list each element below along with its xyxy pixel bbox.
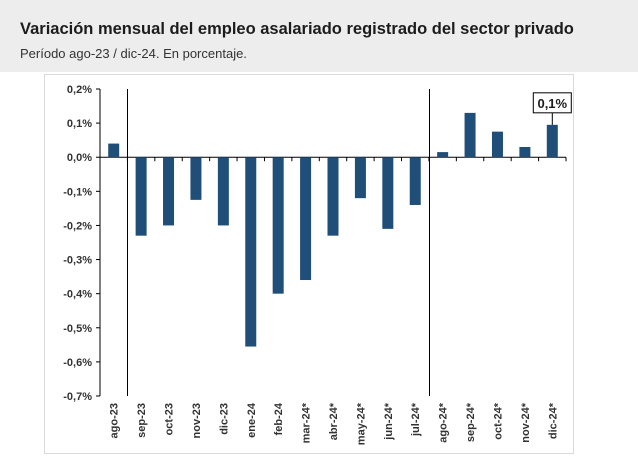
chart-title: Variación mensual del empleo asalariado … bbox=[20, 20, 574, 38]
bar-ene-24 bbox=[245, 157, 257, 347]
bar-dic-24-p bbox=[546, 124, 558, 158]
bar-nov-23 bbox=[190, 157, 202, 200]
y-tick-label: -0,1% bbox=[63, 186, 92, 198]
x-tick-label: dic-24* bbox=[547, 402, 559, 439]
x-tick-label: mar-24* bbox=[301, 402, 313, 443]
x-tick-label: oct-24* bbox=[492, 402, 504, 439]
bar-mar-24-p bbox=[300, 157, 312, 281]
x-tick-label: nov-24* bbox=[520, 402, 532, 442]
callout-box bbox=[532, 92, 572, 114]
bar-nov-24-p bbox=[519, 146, 531, 158]
y-tick-label: -0,4% bbox=[63, 289, 92, 301]
bar-ago-23 bbox=[108, 143, 120, 158]
bar-abr-24-p bbox=[327, 157, 339, 236]
bar-jul-24-p bbox=[409, 157, 421, 205]
bar-jun-24-p bbox=[382, 157, 394, 229]
x-tick-label: ago-23 bbox=[109, 403, 121, 438]
x-tick-label: ene-24 bbox=[246, 402, 258, 438]
bar-sep-24-p bbox=[464, 112, 476, 158]
y-tick-label: -0,5% bbox=[63, 323, 92, 335]
x-tick-label: may-24* bbox=[355, 402, 367, 445]
x-tick-label: abr-24* bbox=[328, 402, 340, 440]
x-tick-label: jul-24* bbox=[410, 402, 422, 437]
bar-sep-23 bbox=[135, 157, 147, 236]
y-tick-label: -0,3% bbox=[63, 255, 92, 267]
x-tick-label: oct-23 bbox=[164, 403, 176, 435]
bar-dic-23 bbox=[217, 157, 229, 226]
x-tick-label: ago-24* bbox=[438, 402, 450, 442]
y-tick-label: -0,2% bbox=[63, 220, 92, 232]
y-tick-label: 0,2% bbox=[67, 84, 92, 96]
x-tick-label: jun-24* bbox=[383, 402, 395, 440]
bar-oct-24-p bbox=[491, 131, 503, 158]
bar-may-24-p bbox=[354, 157, 366, 199]
header-band: Variación mensual del empleo asalariado … bbox=[0, 0, 638, 72]
x-tick-label: sep-23 bbox=[136, 403, 148, 438]
bar-ago-24-p bbox=[437, 152, 449, 158]
x-tick-label: sep-24* bbox=[465, 402, 477, 442]
bar-oct-23 bbox=[163, 157, 175, 226]
x-tick-label: nov-23 bbox=[191, 403, 203, 438]
y-tick-label: 0,0% bbox=[67, 152, 92, 164]
y-tick-label: 0,1% bbox=[67, 118, 92, 130]
callout-label: 0,1% bbox=[537, 96, 567, 111]
x-tick-label: feb-24 bbox=[273, 402, 285, 435]
y-tick-label: -0,7% bbox=[63, 391, 92, 403]
bar-feb-24 bbox=[272, 157, 284, 294]
x-tick-label: dic-23 bbox=[218, 403, 230, 435]
y-tick-label: -0,6% bbox=[63, 357, 92, 369]
chart-subtitle: Período ago-23 / dic-24. En porcentaje. bbox=[20, 46, 247, 61]
